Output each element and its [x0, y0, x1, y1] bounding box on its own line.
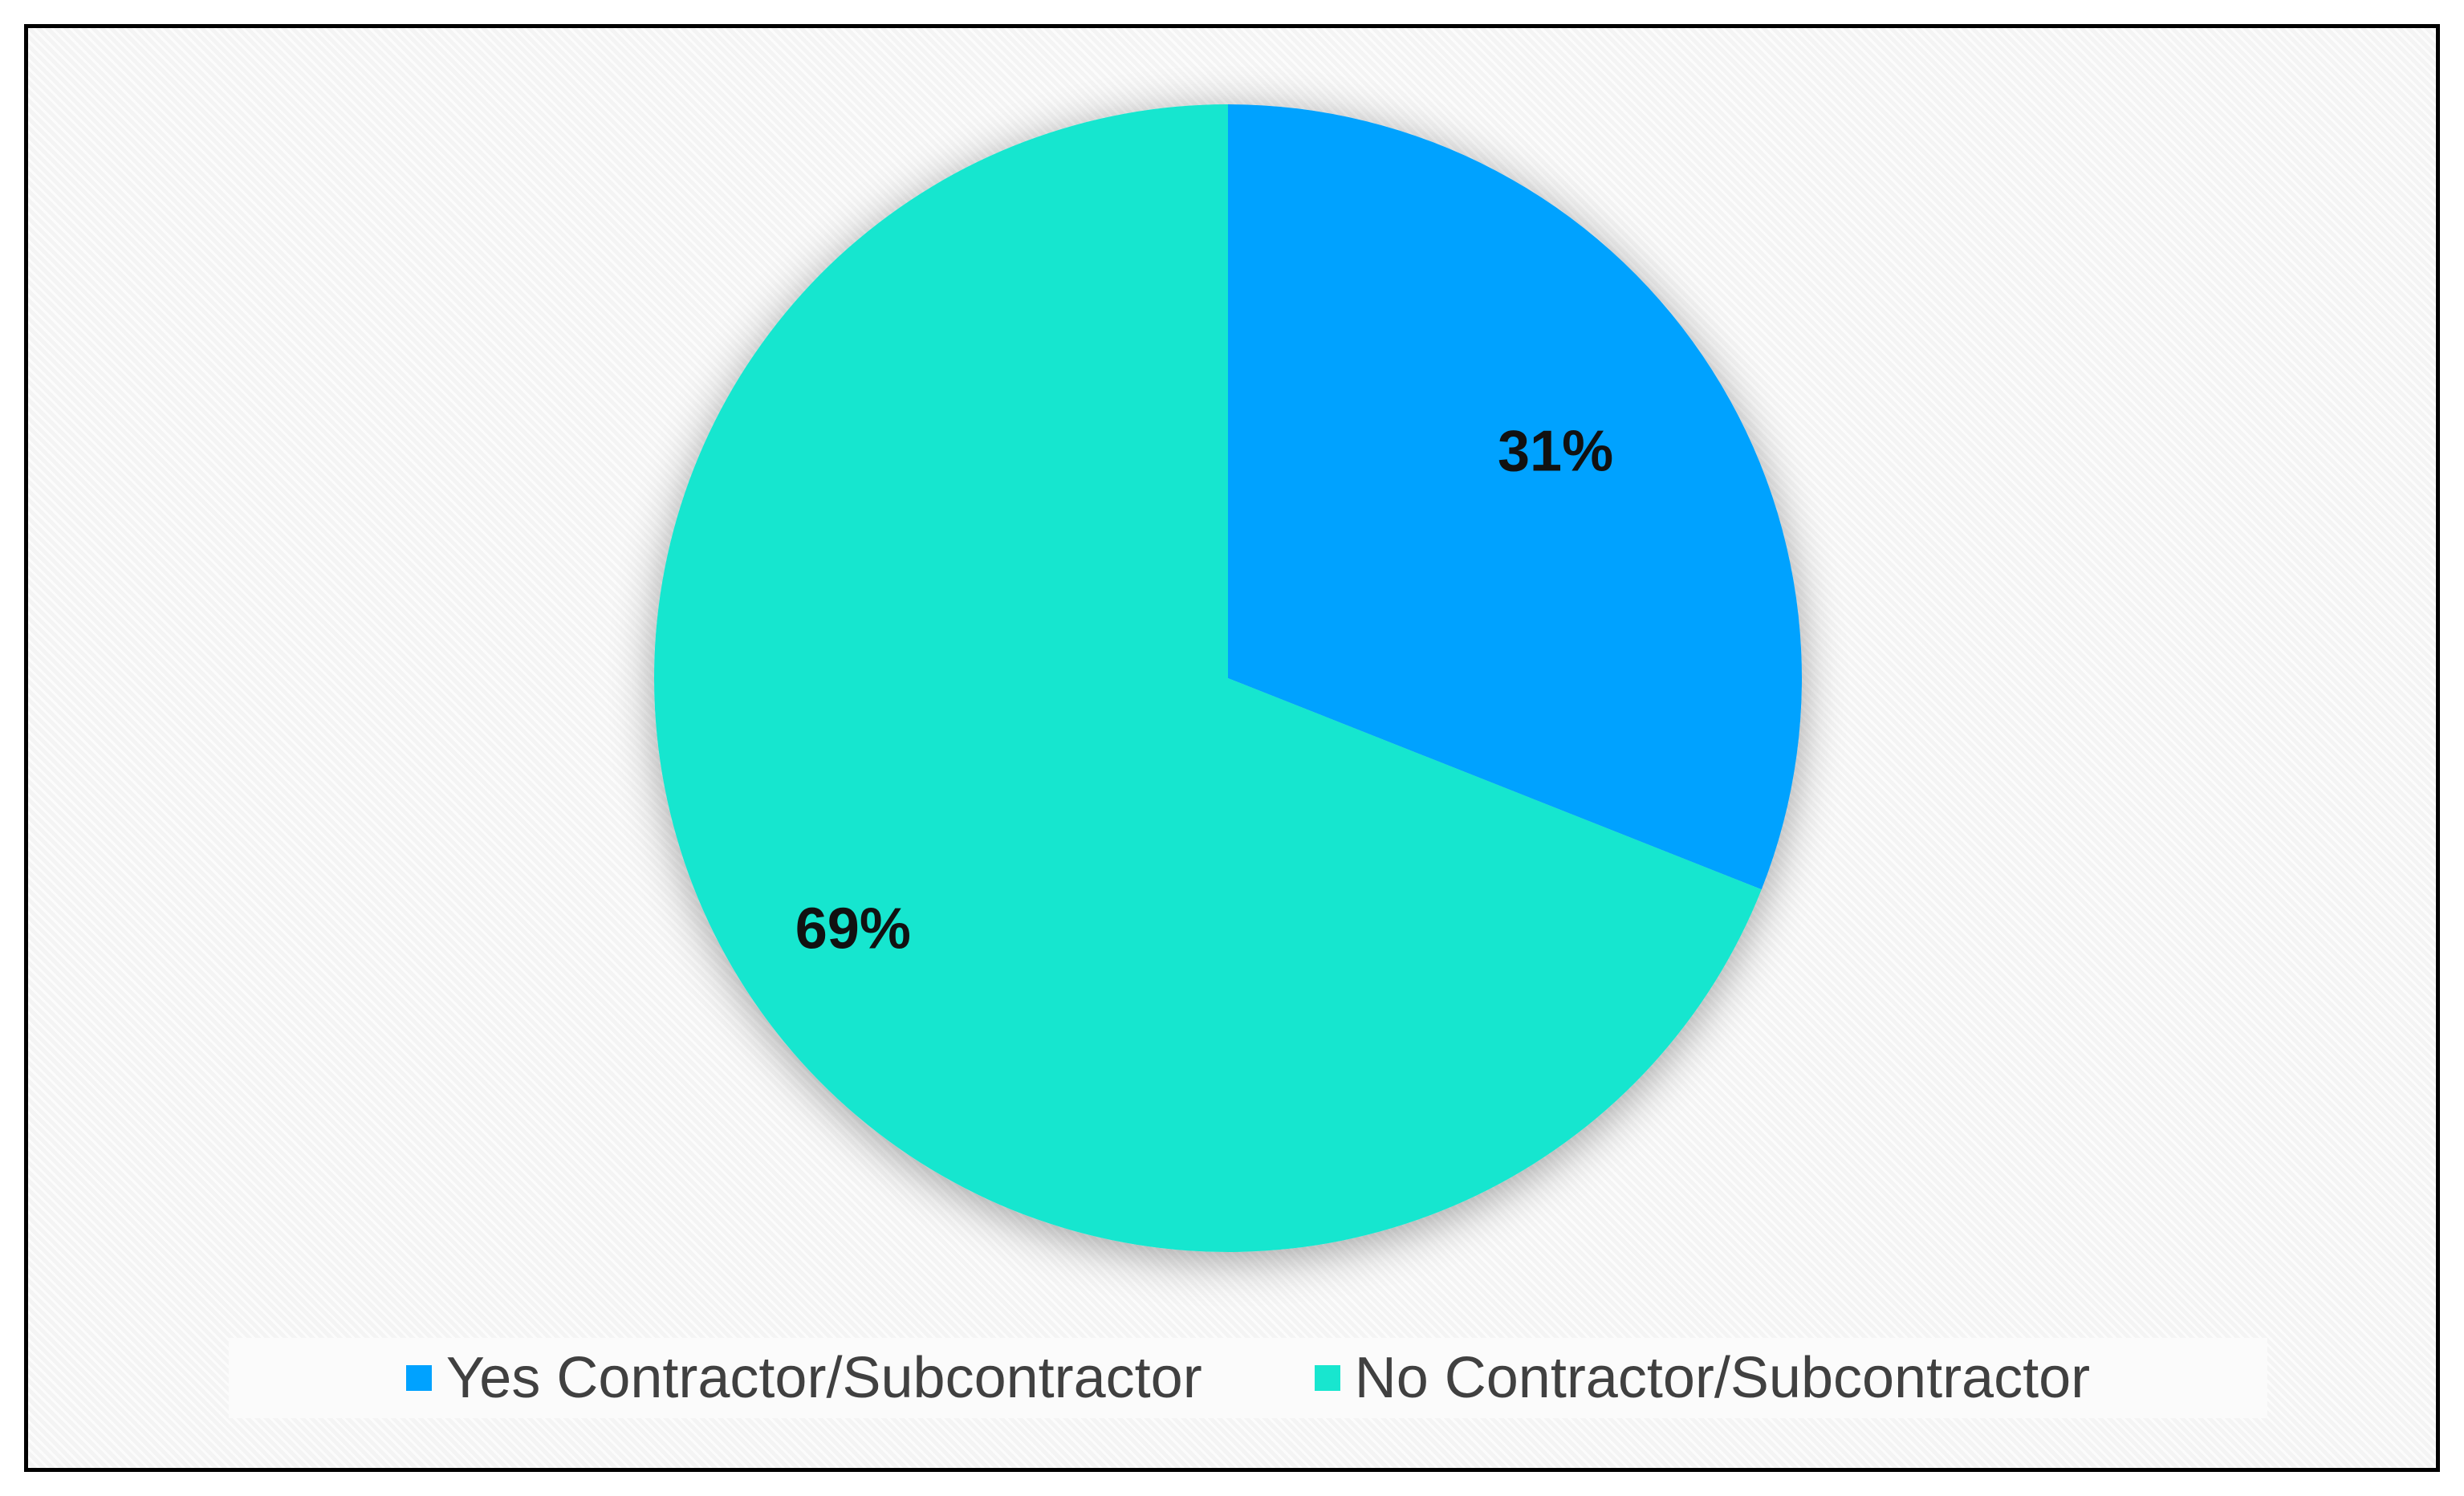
data-label-no: 69%: [795, 897, 911, 961]
legend-swatch-no: [1314, 1365, 1340, 1391]
legend-item-yes[interactable]: Yes Contractor/Subcontractor: [405, 1345, 1202, 1411]
legend: Yes Contractor/Subcontractor No Contract…: [229, 1338, 2267, 1418]
pie-slice-yes[interactable]: [1228, 104, 1803, 890]
legend-label-no: No Contractor/Subcontractor: [1354, 1346, 2091, 1410]
legend-item-no[interactable]: No Contractor/Subcontractor: [1314, 1345, 2091, 1411]
chart-frame: 31% 69% Yes Contractor/Subcontractor No C…: [24, 24, 2440, 1472]
legend-swatch-yes: [405, 1365, 432, 1391]
legend-label-yes: Yes Contractor/Subcontractor: [445, 1346, 1202, 1410]
pie-chart: 31% 69%: [654, 104, 1803, 1252]
data-label-yes: 31%: [1498, 420, 1613, 484]
pie-slice-no[interactable]: [654, 104, 1762, 1252]
